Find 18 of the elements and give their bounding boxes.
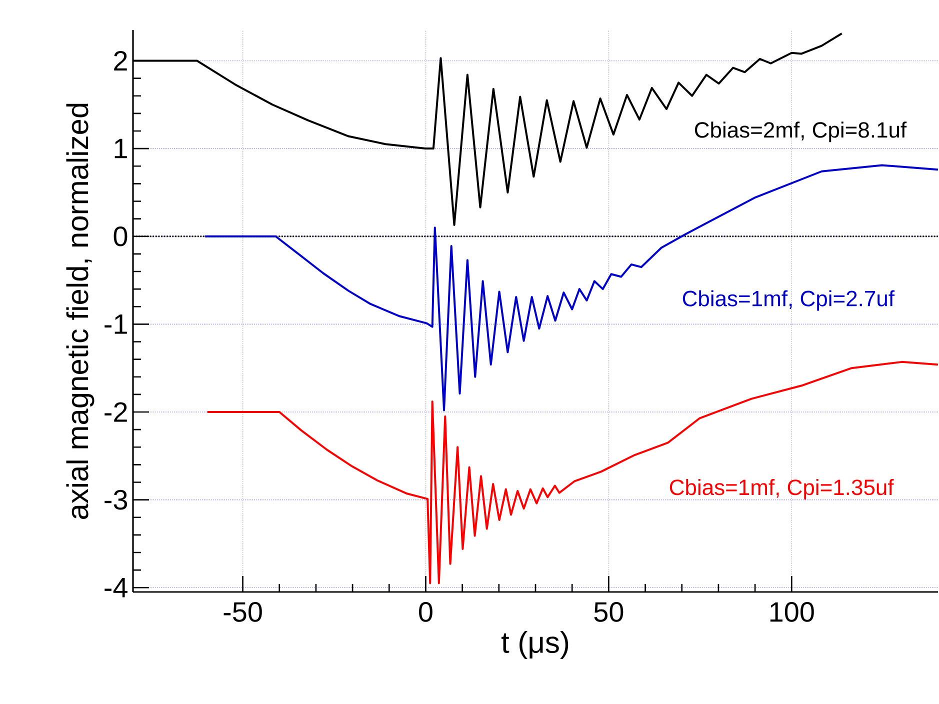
series-label: Cbias=2mf, Cpi=8.1uf [694, 122, 907, 142]
y-tick-label: 2 [114, 50, 127, 71]
x-tick-label: 100 [770, 602, 814, 622]
line-series [204, 164, 939, 412]
text: Cbias=1mf, Cpi=2.7uf [682, 290, 895, 311]
y-tick-label: -3 [104, 490, 128, 510]
x-axis-title: t (μs) [501, 631, 568, 659]
y-tick-label: -4 [104, 578, 128, 598]
x-tick-label: 50 [594, 602, 624, 622]
y-tick-label: -1 [104, 314, 127, 334]
y-tick-label: 1 [114, 138, 127, 158]
line-series [206, 360, 939, 584]
y-tick-label: -2 [104, 402, 127, 422]
y-axis-title: axial magnetic field, normalized [66, 104, 94, 519]
x-tick-label: -50 [224, 602, 262, 622]
y-tick-label: 0 [114, 226, 128, 246]
x-tick-label: 0 [419, 602, 432, 622]
series-label: Cbias=1mf, Cpi=1.35uf [670, 479, 894, 500]
